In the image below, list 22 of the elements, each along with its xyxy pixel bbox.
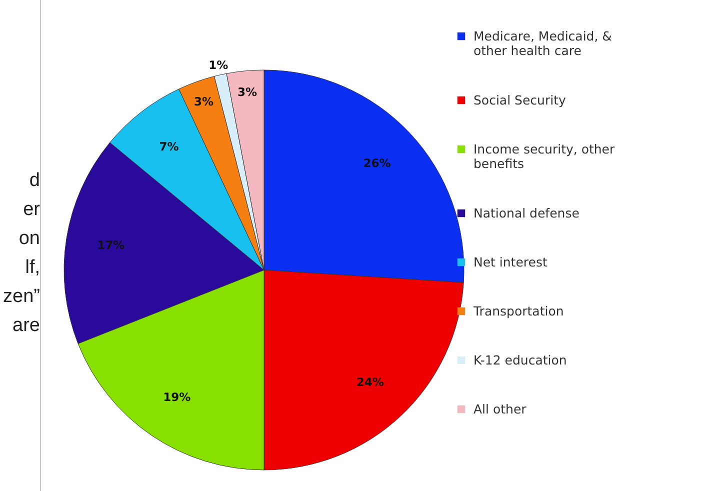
legend-label: Social Security — [474, 92, 566, 108]
legend-label: Net interest — [474, 254, 548, 270]
legend-label: National defense — [474, 205, 580, 220]
data-label: 3% — [237, 84, 258, 99]
data-label: 3% — [194, 94, 214, 109]
text: zen” — [3, 286, 40, 308]
legend-label: All other — [474, 401, 528, 416]
data-label: 7% — [159, 140, 180, 154]
text: lf, — [25, 257, 40, 279]
text: er — [23, 199, 40, 221]
text: d — [29, 170, 40, 192]
legend-label: Income security, other benefits — [474, 141, 616, 171]
data-label: 26% — [363, 156, 392, 170]
legend-label: Transportation — [472, 303, 564, 318]
legend-label: K-12 education — [474, 352, 567, 368]
data-label: 17% — [97, 238, 126, 252]
data-label: 24% — [356, 374, 384, 389]
text: on — [18, 228, 40, 250]
data-label: 1% — [208, 58, 229, 72]
text: are — [12, 315, 40, 337]
legend-label: Medicare, Medicaid, & other health care — [474, 28, 612, 58]
data-label: 19% — [163, 390, 192, 404]
